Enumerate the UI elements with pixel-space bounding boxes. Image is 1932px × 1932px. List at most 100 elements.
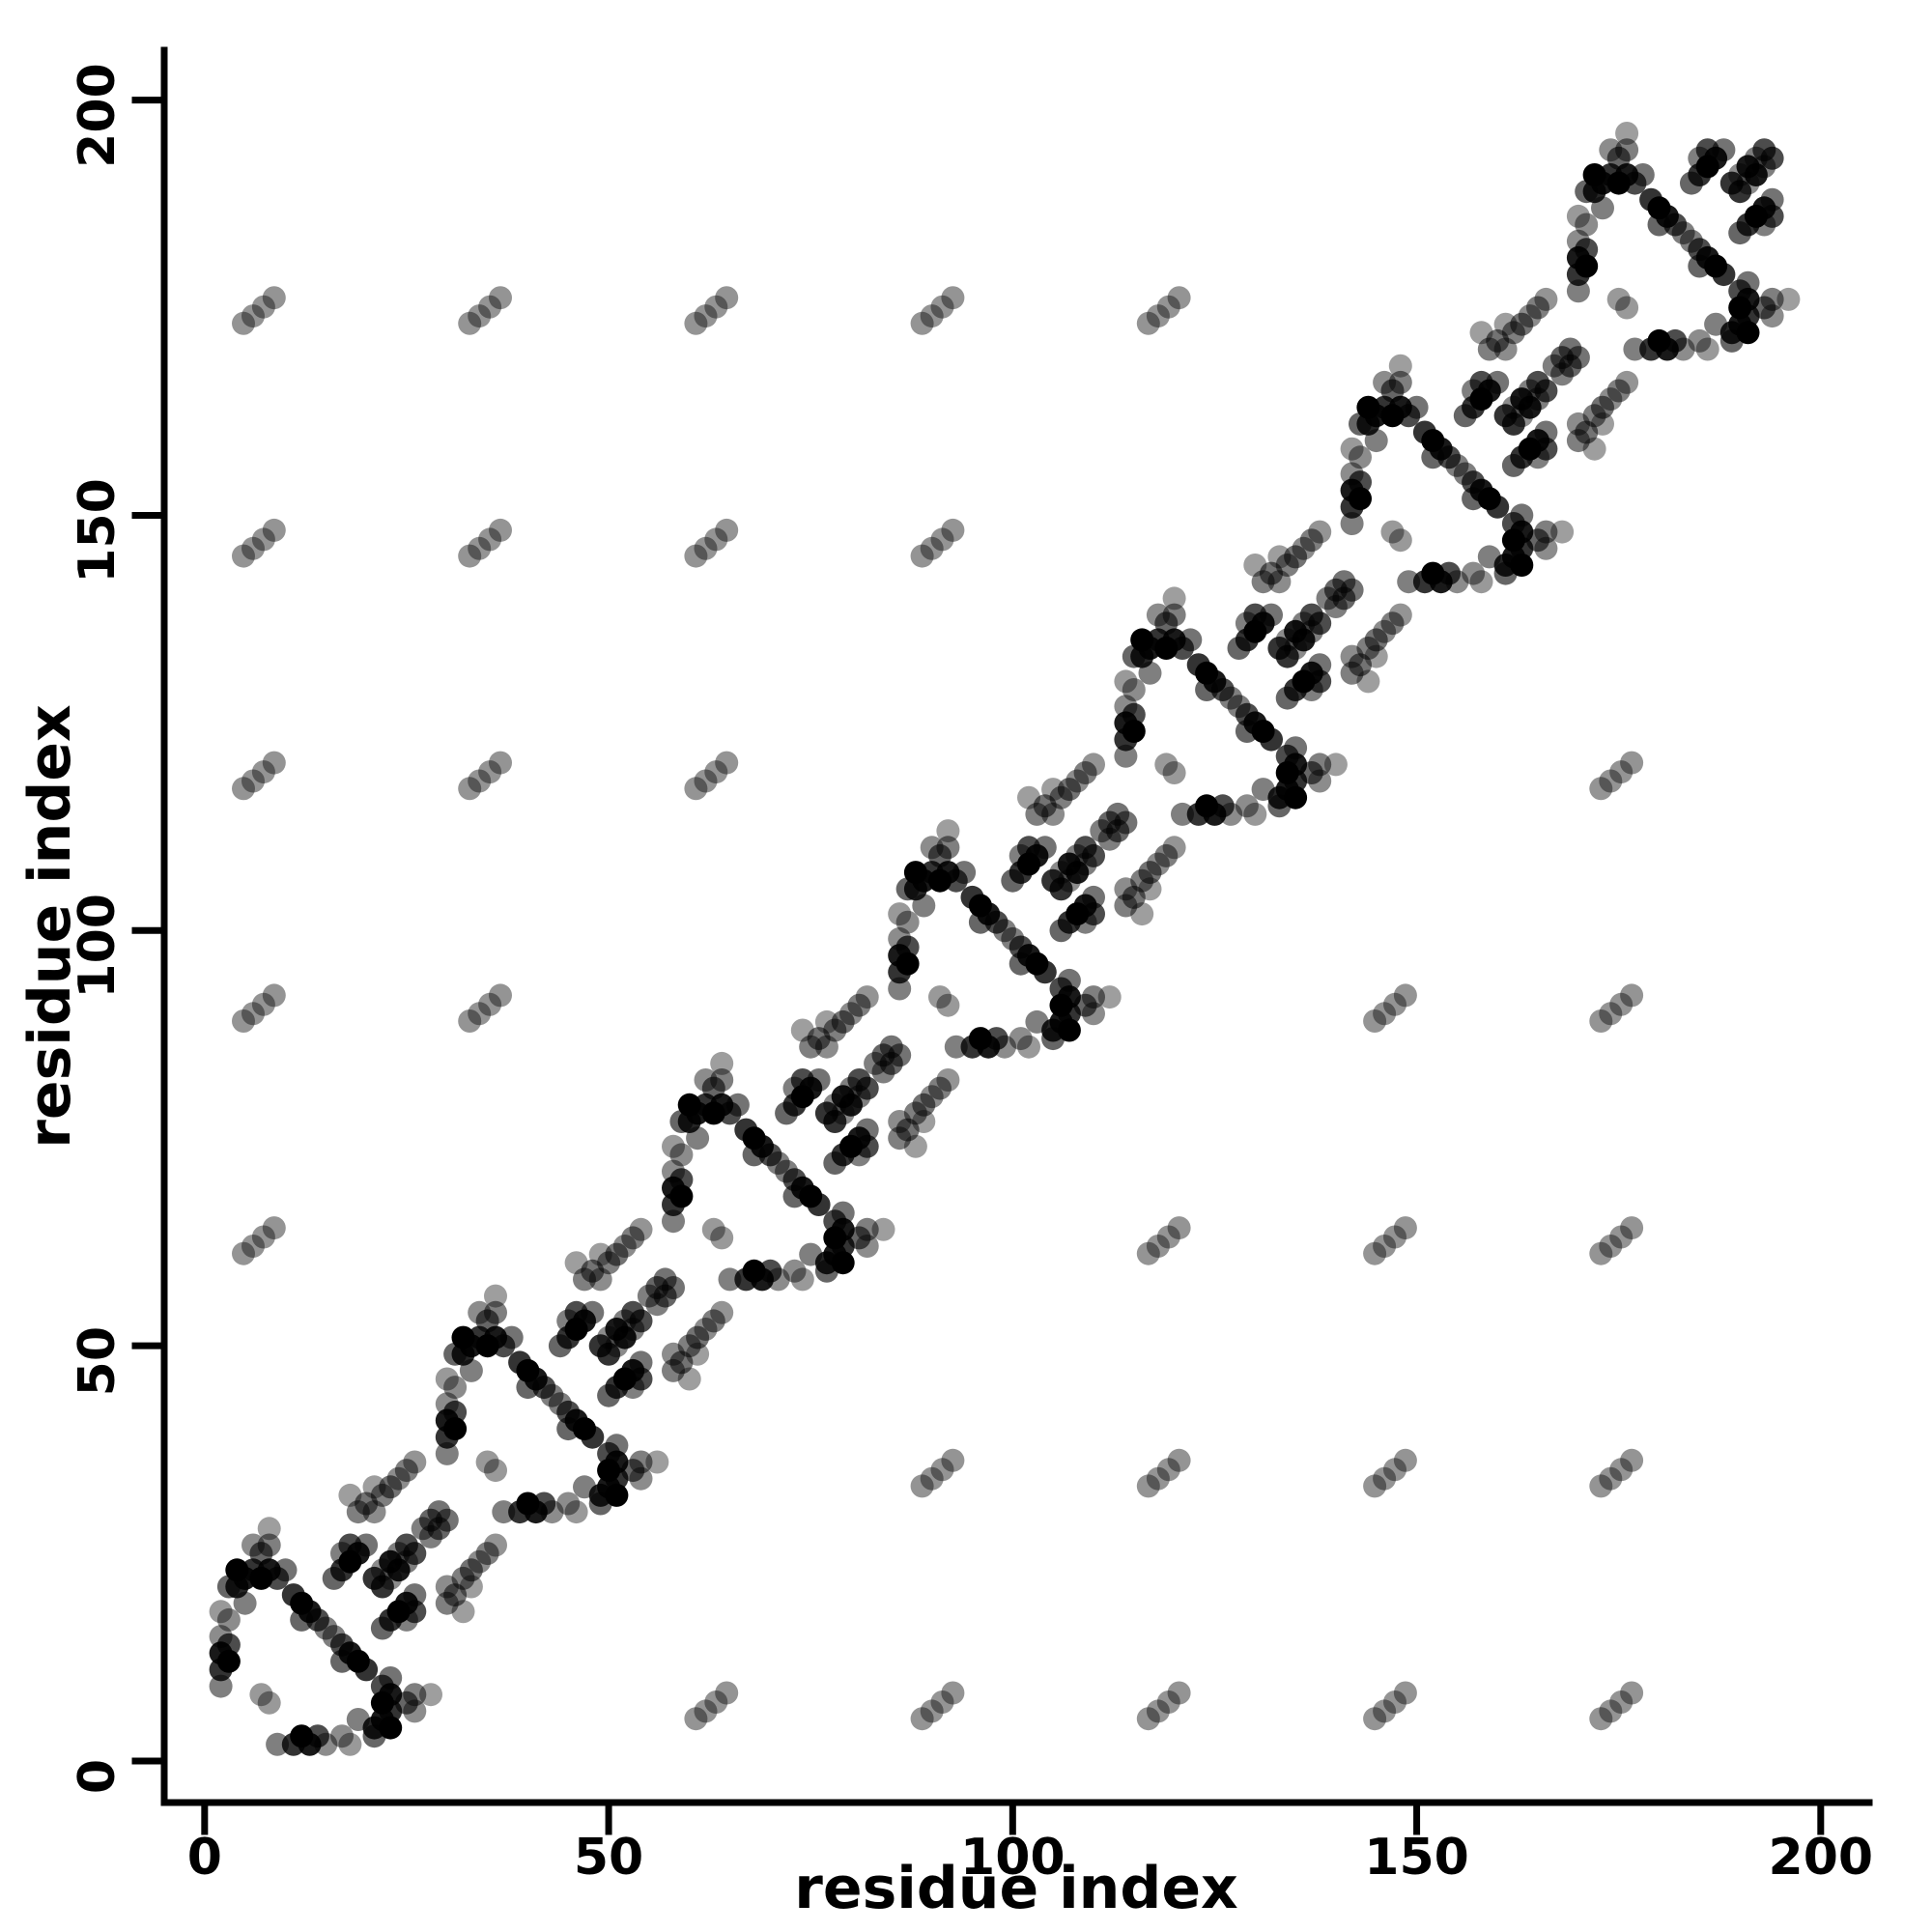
contact-point <box>1462 561 1486 585</box>
contact-point <box>403 1683 427 1707</box>
contact-point <box>936 1068 960 1092</box>
contact-point <box>694 536 718 560</box>
contact-point <box>1156 1458 1180 1482</box>
contact-point <box>1349 445 1372 469</box>
contact-point <box>1340 578 1364 602</box>
contact-point <box>1599 1235 1623 1258</box>
contact-point <box>556 1492 581 1516</box>
contact-point <box>1388 528 1412 553</box>
contact-point <box>941 286 965 310</box>
y-tick-label: 150 <box>69 478 127 583</box>
contact-point <box>1154 753 1179 777</box>
contact-point <box>701 1217 725 1241</box>
contact-point <box>871 1217 895 1241</box>
contact-point <box>782 1184 807 1208</box>
contact-point <box>262 518 286 542</box>
contact-point <box>1167 1681 1191 1705</box>
contact-point <box>930 1690 954 1714</box>
contact-point <box>419 1683 442 1707</box>
contact-point <box>1138 861 1162 885</box>
contact-point <box>645 1450 669 1474</box>
contact-point <box>1695 138 1719 162</box>
contact-point <box>1609 760 1634 784</box>
contact-point <box>629 1450 653 1474</box>
contact-point <box>273 1558 298 1582</box>
y-tick-label: 100 <box>69 894 127 999</box>
contact-point <box>715 751 739 775</box>
contact-point <box>262 751 286 775</box>
contact-point <box>403 1583 427 1607</box>
contact-point <box>1227 695 1251 719</box>
contact-point <box>1623 337 1647 361</box>
contact-point <box>936 836 960 860</box>
contact-point <box>1591 395 1614 419</box>
contact-point <box>1566 204 1590 228</box>
contact-point <box>1308 653 1332 677</box>
contact-point <box>403 1542 427 1566</box>
contact-point <box>790 1068 814 1092</box>
contact-point <box>443 1400 468 1424</box>
contact-point <box>629 1309 653 1333</box>
contact-point <box>475 1450 499 1474</box>
contact-point <box>694 769 718 793</box>
contact-point <box>532 1492 556 1516</box>
contact-point <box>920 1699 944 1723</box>
contact-point <box>1589 1707 1613 1731</box>
contact-point <box>1219 802 1243 826</box>
contact-point <box>1620 1448 1644 1472</box>
contact-point <box>1776 287 1801 311</box>
contact-point <box>1057 968 1081 992</box>
contact-point <box>1130 902 1154 926</box>
contact-point <box>715 518 739 542</box>
contact-point <box>1534 437 1558 461</box>
contact-point <box>484 1533 507 1557</box>
contact-point <box>807 1068 831 1092</box>
contact-point <box>242 1235 265 1258</box>
contact-point <box>684 311 708 335</box>
contact-point <box>1615 370 1639 394</box>
contact-point <box>262 286 286 310</box>
contact-point <box>458 311 482 335</box>
contact-point <box>605 1434 629 1458</box>
contact-point <box>710 1300 734 1324</box>
contact-point <box>629 1217 653 1241</box>
contact-point <box>338 1533 362 1557</box>
contact-point <box>1210 794 1235 818</box>
contact-point <box>1243 802 1267 826</box>
contact-point <box>742 1143 766 1167</box>
contact-point <box>814 1009 838 1034</box>
contact-point <box>564 1300 588 1324</box>
contact-point <box>588 1242 612 1266</box>
contact-point <box>1615 122 1639 145</box>
contact-point <box>1146 1235 1170 1258</box>
contact-point <box>662 1134 685 1158</box>
contact-point <box>1009 952 1033 976</box>
contact-point <box>621 1226 645 1250</box>
contact-point <box>1631 163 1655 186</box>
contact-point <box>330 1649 354 1673</box>
contact-point <box>686 1342 710 1366</box>
contact-point <box>1373 1699 1397 1723</box>
contact-point <box>1582 437 1606 461</box>
contact-point <box>249 1683 273 1707</box>
contact-point <box>855 1134 879 1158</box>
contact-point <box>1082 753 1105 777</box>
contact-point <box>403 1600 427 1624</box>
contact-point <box>1575 238 1599 262</box>
contact-point <box>1049 877 1073 901</box>
contact-point <box>489 751 512 775</box>
contact-point <box>704 760 728 784</box>
contact-point <box>1349 470 1372 495</box>
contact-point <box>941 518 965 542</box>
contact-point <box>1122 702 1146 726</box>
contact-point <box>1383 1690 1406 1714</box>
contact-point <box>1688 254 1712 278</box>
contact-point <box>489 518 512 542</box>
contact-point <box>1493 312 1518 336</box>
contact-point <box>928 985 952 1009</box>
contact-point <box>1136 311 1160 335</box>
contact-point <box>1308 669 1332 694</box>
contact-point <box>910 1474 934 1498</box>
contact-point <box>251 760 275 784</box>
